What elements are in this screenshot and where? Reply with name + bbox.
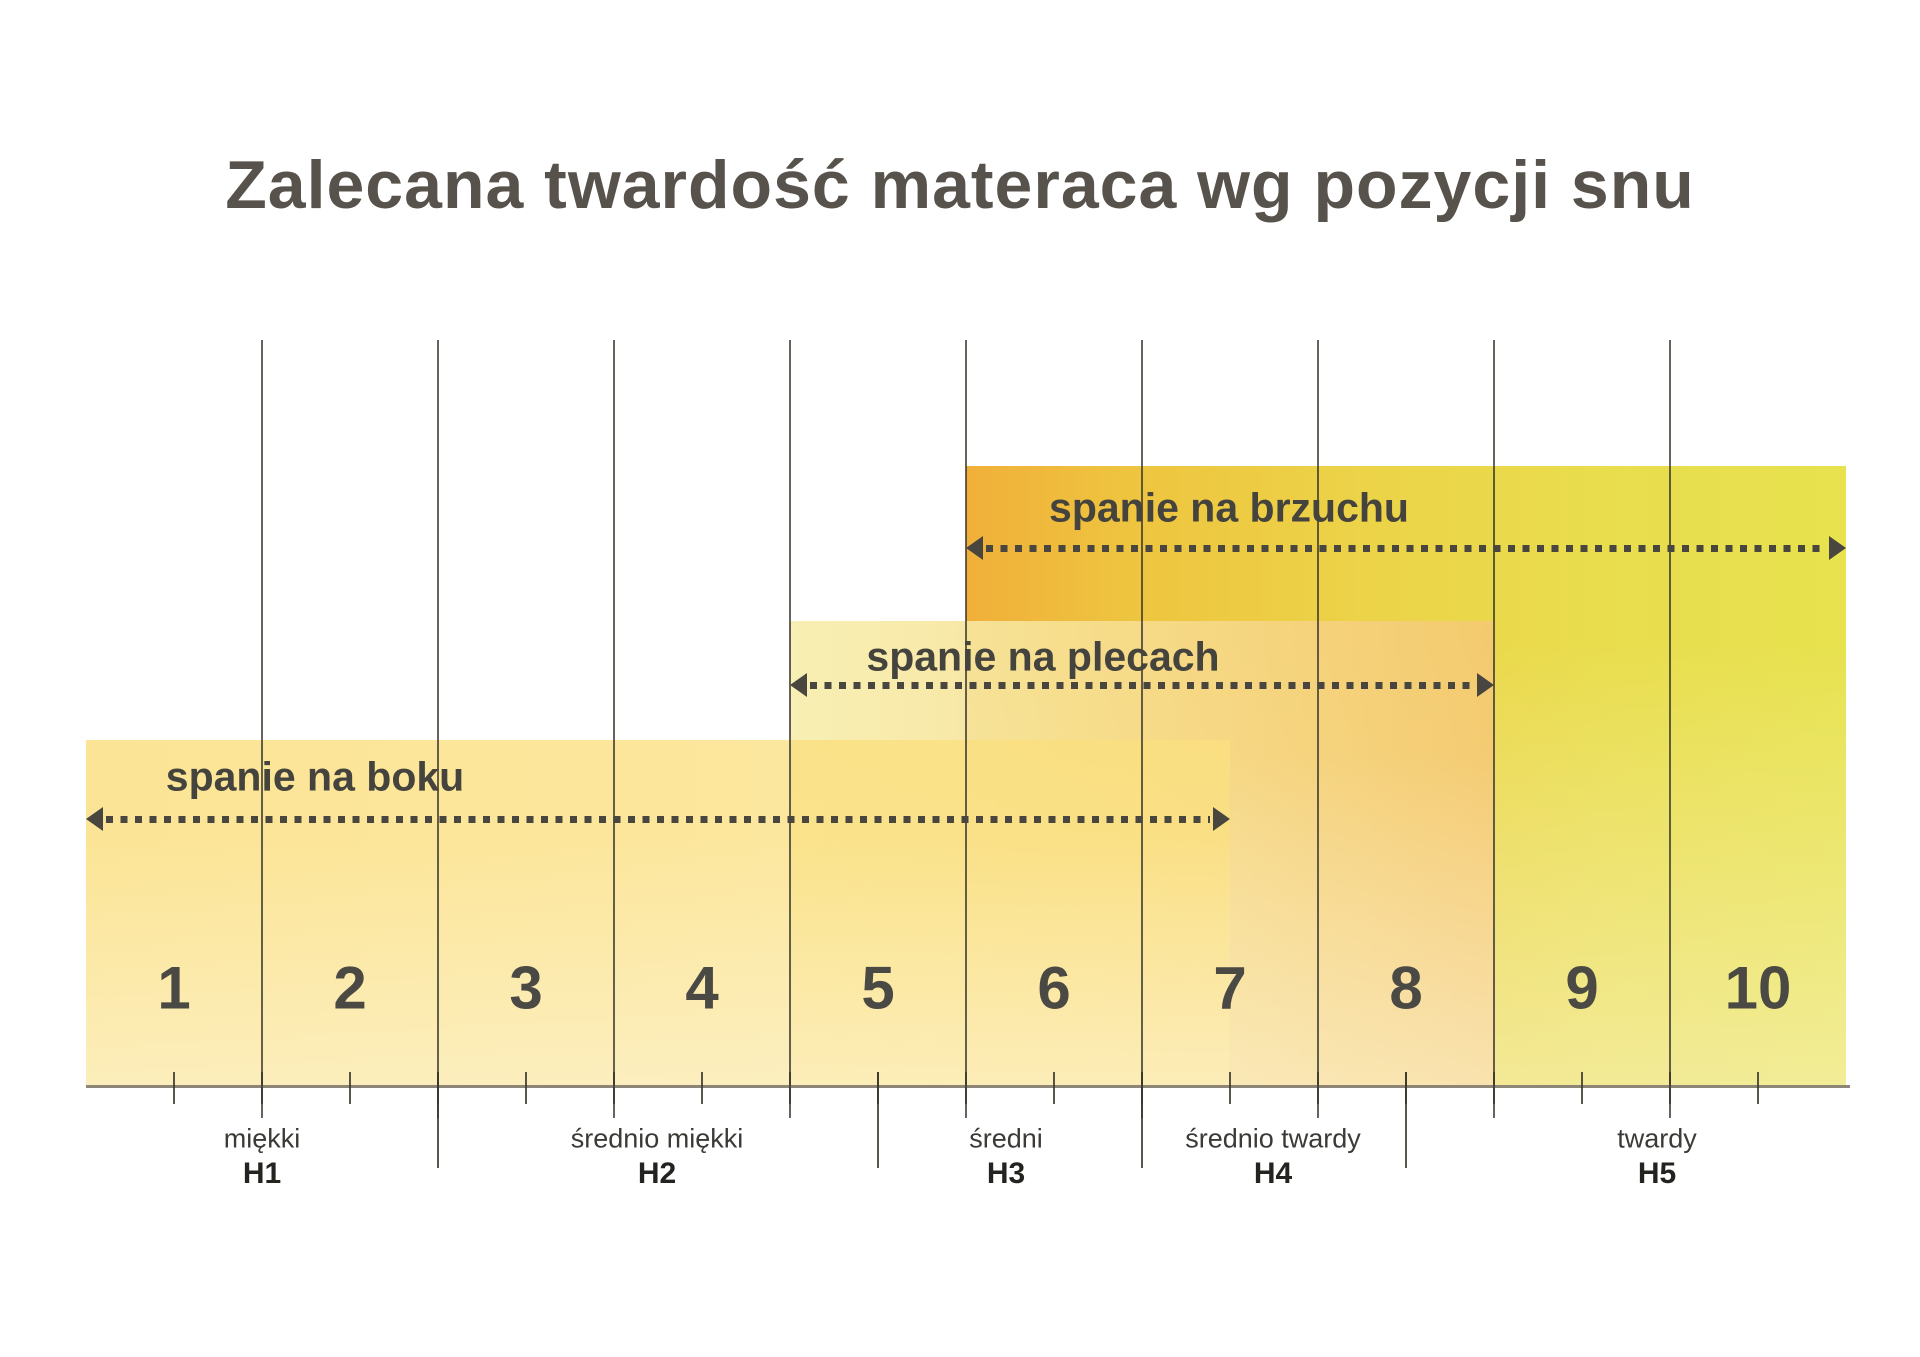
page-title: Zalecana twardość materaca wg pozycji sn… [225,147,1695,223]
grid-line-v6.5 [1141,340,1143,1118]
arrowhead-left-icon [790,673,807,697]
firmness-label-H3: średni [969,1123,1043,1154]
firmness-label-H2: średnio miękki [570,1123,744,1154]
firmness-label-H5: twardy [1617,1123,1697,1154]
axis-tick-v5.5 [965,1072,967,1104]
scale-number-7: 7 [1213,954,1247,1022]
grid-line-v9.5 [1669,340,1671,1118]
dotted-line [106,815,1210,823]
axis-tick-v7 [1229,1072,1231,1104]
group-separator-v6.5 [1141,1072,1143,1168]
arrowhead-right-icon [1213,807,1230,831]
axis-tick-v1 [173,1072,175,1104]
group-separator-v5 [877,1072,879,1168]
group-separator-v8 [1405,1072,1407,1168]
scale-number-4: 4 [685,954,719,1022]
firmness-code-H4: H4 [1253,1157,1293,1190]
arrowhead-right-icon [1829,536,1846,560]
firmness-label-H4: średnio twardy [1185,1123,1361,1154]
axis-tick-v9.5 [1669,1072,1671,1104]
axis-tick-v4 [701,1072,703,1104]
grid-line-v3.5 [613,340,615,1118]
axis-tick-v2 [349,1072,351,1104]
firmness-label-H1: miękki [223,1123,301,1154]
range-arrow-spanie-na-boku [86,806,1230,832]
scale-number-6: 6 [1037,954,1071,1022]
firmness-code-H3: H3 [986,1157,1026,1190]
scale-number-3: 3 [509,954,543,1022]
range-label-spanie-na-boku: spanie na boku [165,753,465,800]
scale-number-9: 9 [1565,954,1599,1022]
firmness-code-H2: H2 [637,1157,677,1190]
scale-number-1: 1 [157,954,191,1022]
scale-number-8: 8 [1389,954,1423,1022]
grid-line-v8.5 [1493,340,1495,1118]
arrowhead-left-icon [86,807,103,831]
scale-number-2: 2 [333,954,367,1022]
grid-line-v2.5 [437,340,439,1118]
grid-line-v4.5 [789,340,791,1118]
axis-tick-v6 [1053,1072,1055,1104]
group-separator-v2.5 [437,1072,439,1168]
range-arrow-spanie-na-plecach [790,672,1494,698]
axis-tick-v3.5 [613,1072,615,1104]
axis-tick-v1.5 [261,1072,263,1104]
grid-line-v7.5 [1317,340,1319,1118]
dotted-line [810,681,1474,689]
firmness-code-H5: H5 [1637,1157,1677,1190]
arrowhead-left-icon [966,536,983,560]
scale-number-10: 10 [1724,954,1792,1022]
axis-tick-v8.5 [1493,1072,1495,1104]
dotted-line [986,544,1826,552]
axis-tick-v7.5 [1317,1072,1319,1104]
band-spanie-na-boku [86,740,1230,1086]
grid-line-v5.5 [965,340,967,1118]
axis-tick-v10 [1757,1072,1759,1104]
axis-tick-v9 [1581,1072,1583,1104]
range-label-spanie-na-brzuchu: spanie na brzuchu [1049,484,1409,531]
axis-tick-v4.5 [789,1072,791,1104]
chart-bottom-edge [86,1085,1850,1088]
axis-tick-v3 [525,1072,527,1104]
range-arrow-spanie-na-brzuchu [966,535,1846,561]
arrowhead-right-icon [1477,673,1494,697]
firmness-code-H1: H1 [242,1157,282,1190]
range-label-spanie-na-plecach: spanie na plecach [866,633,1220,680]
scale-number-5: 5 [861,954,895,1022]
grid-line-v1.5 [261,340,263,1118]
